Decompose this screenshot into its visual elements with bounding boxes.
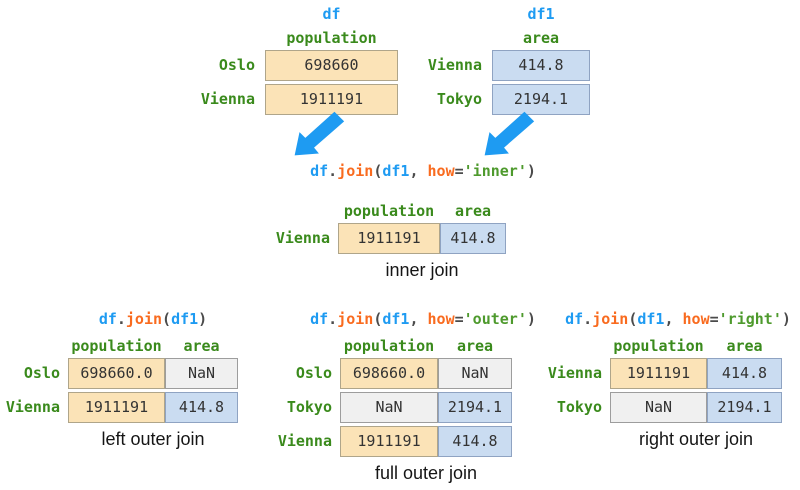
code-token: df [310,310,329,328]
code-token: ( [628,310,638,328]
code-token: 'outer' [463,310,527,328]
full-join-table: population area Oslo 698660.0 NaN Tokyo … [272,337,512,484]
join-caption: right outer join [638,429,754,449]
code-token: df [310,162,329,180]
value-cell: 2194.1 [438,392,512,423]
row-label: Vienna [277,432,332,450]
row-label: Vienna [200,90,255,108]
code-token: ) [526,162,536,180]
column-header-area: area [454,202,492,220]
df1-source-table: df1 area Vienna 414.8 Tokyo 2194.1 [412,3,590,115]
value-cell: NaN [438,358,512,389]
value-cell: 698660.0 [340,358,438,389]
code-token: ) [781,310,791,328]
code-token: df1 [382,162,410,180]
column-header-area: area [183,337,220,355]
code-token: how [427,162,455,180]
join-caption: inner join [385,260,459,280]
value-cell: 1911191 [265,84,398,115]
row-label: Oslo [218,56,255,74]
code-token: ( [373,162,383,180]
code-token: . [328,162,338,180]
column-header-population: population [286,29,377,47]
row-label: Vienna [5,398,60,416]
code-token: df1 [637,310,665,328]
left-join-table: population area Oslo 698660.0 NaN Vienna… [0,337,238,450]
code-token: df [98,310,117,328]
code-token: = [454,310,464,328]
code-token: . [328,310,338,328]
row-label: Oslo [23,364,60,382]
code-token: df [565,310,584,328]
column-header-area: area [726,337,763,355]
full-join-code: df.join(df1, how='outer') [305,309,541,329]
column-header-area: area [522,29,560,47]
left-join-code: df.join(df1) [35,309,271,329]
value-cell: 414.8 [492,50,590,81]
code-token: 'right' [718,310,782,328]
join-caption: left outer join [101,429,205,449]
inner-join-code: df.join(df1, how='inner') [305,161,541,181]
value-cell: 1911191 [68,392,165,423]
code-token: = [709,310,719,328]
down-left-arrow-icon [283,110,349,160]
df1-title: df1 [527,5,555,23]
column-header-population: population [343,337,435,355]
value-cell: 2194.1 [707,392,782,423]
value-cell: 698660.0 [68,358,165,389]
value-cell: 414.8 [438,426,512,457]
code-token: , [409,162,428,180]
join-caption: full outer join [374,463,478,483]
code-token: join [337,162,374,180]
code-token: ( [373,310,383,328]
value-cell: NaN [340,392,438,423]
code-token: join [125,310,163,328]
row-label: Tokyo [286,398,332,416]
code-token: join [592,310,629,328]
code-token: = [454,162,464,180]
code-token: . [116,310,126,328]
inner-join-table: population area Vienna 1911191 414.8 inn… [250,202,506,281]
value-cell: 414.8 [707,358,782,389]
value-cell: 414.8 [440,223,506,254]
column-header-population: population [343,202,435,220]
row-label: Oslo [295,364,332,382]
right-join-table: population area Vienna 1911191 414.8 Tok… [542,337,782,450]
code-token: . [583,310,593,328]
value-cell: NaN [610,392,707,423]
code-token: df1 [382,310,410,328]
value-cell: 414.8 [165,392,238,423]
value-cell: 698660 [265,50,398,81]
code-token: how [682,310,710,328]
value-cell: 1911191 [610,358,707,389]
code-token: how [427,310,455,328]
code-token: , [409,310,428,328]
code-token: ( [162,310,172,328]
value-cell: 1911191 [340,426,438,457]
code-token: ) [526,310,536,328]
column-header-population: population [613,337,704,355]
row-label: Vienna [547,364,602,382]
code-token: 'inner' [463,162,527,180]
value-cell: 1911191 [338,223,440,254]
row-label: Tokyo [436,90,482,108]
row-label: Tokyo [556,398,602,416]
df-title: df [322,5,341,23]
row-label: Vienna [275,229,330,247]
code-token: join [337,310,374,328]
down-left-arrow-icon [473,110,539,160]
column-header-area: area [456,337,494,355]
column-header-population: population [71,337,162,355]
value-cell: NaN [165,358,238,389]
row-label: Vienna [427,56,482,74]
df-source-table: df population Oslo 698660 Vienna 1911191 [185,3,398,115]
value-cell: 2194.1 [492,84,590,115]
code-token: ) [198,310,208,328]
code-token: , [664,310,683,328]
code-token: df1 [171,310,199,328]
right-join-code: df.join(df1, how='right') [560,309,796,329]
